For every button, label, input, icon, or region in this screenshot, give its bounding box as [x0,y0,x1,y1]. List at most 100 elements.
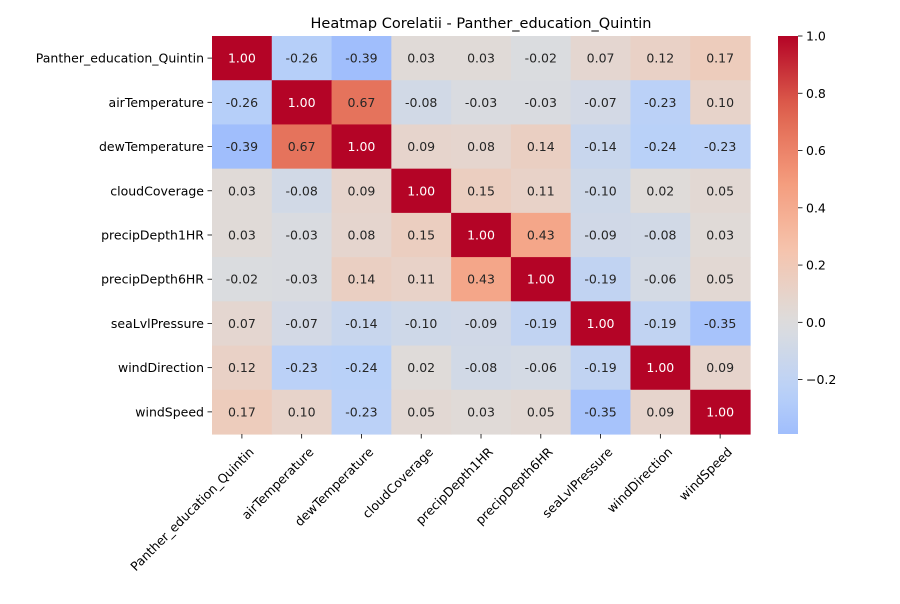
chart-title: Heatmap Corelatii - Panther_education_Qu… [311,16,652,32]
heatmap-cell [391,80,452,126]
cell-value-label: -0.26 [226,95,258,110]
heatmap-cell [630,257,691,302]
cell-value-label: 0.03 [228,183,256,198]
cell-value-label: -0.08 [405,95,437,110]
cell-value-label: -0.24 [345,360,377,375]
heatmap-cell [212,257,273,302]
cell-value-label: -0.19 [644,316,676,331]
heatmap-cell [510,124,572,170]
heatmap-cell [391,212,452,258]
heatmap-cell [510,168,572,214]
cell-value-label: -0.39 [345,51,377,66]
heatmap-cell [331,345,392,391]
cell-value-label: 0.03 [407,51,435,66]
cell-value-label: 0.67 [348,95,376,110]
cell-value-label: -0.08 [644,227,676,242]
cell-value-label: 0.12 [228,360,256,375]
heatmap-cell [391,168,452,214]
cell-value-label: 0.09 [407,139,435,154]
cell-value-label: 0.11 [527,183,555,198]
heatmap-cell [331,80,392,126]
colorbar-tick-label: 0.6 [806,143,826,158]
cell-value-label: -0.07 [584,95,616,110]
cell-value-label: 0.14 [527,139,555,154]
cell-value-label: -0.08 [285,183,317,198]
colorbar-tick-label: 1.0 [806,29,826,44]
heatmap-cell [271,301,333,347]
heatmap-cell [630,212,691,258]
cell-value-label: -0.35 [704,316,736,331]
colorbar-tick-label: 0.2 [806,258,826,273]
cell-value-label: 0.17 [228,404,256,419]
cell-value-label: -0.35 [584,404,616,419]
cell-value-label: -0.10 [405,316,437,331]
x-tick-label: Panther_education_Quintin [127,444,257,574]
y-tick-label: windSpeed [135,404,204,419]
cell-value-label: -0.02 [525,51,557,66]
heatmap-cell [391,301,452,347]
heatmap-cell [212,301,273,347]
cell-value-label: -0.03 [525,95,557,110]
cell-value-label: 0.08 [348,227,376,242]
cell-value-label: -0.24 [644,139,676,154]
heatmap-cells [212,36,751,435]
heatmap-cell [451,168,512,214]
cell-value-label: 0.11 [407,272,435,287]
cell-value-label: 0.43 [527,227,555,242]
heatmap-cell [391,257,452,302]
cell-value-label: 0.09 [706,360,734,375]
cell-value-label: 0.02 [646,183,674,198]
cell-value-label: -0.06 [525,360,557,375]
heatmap-cell [690,257,751,302]
heatmap-cell [630,389,691,435]
heatmap-cell [510,212,572,258]
heatmap-cell [570,80,632,126]
heatmap-cell [451,389,512,435]
heatmap-cell [630,80,691,126]
heatmap-cell [331,168,392,214]
heatmap-cell [451,124,512,170]
heatmap-cell [570,301,632,347]
heatmap-cell [212,124,273,170]
heatmap-cell [391,124,452,170]
cell-value-label: 0.12 [646,51,674,66]
cell-value-label: -0.19 [584,272,616,287]
cell-value-label: -0.23 [644,95,676,110]
heatmap-cell [271,212,333,258]
heatmap-cell [451,36,512,81]
heatmap-cell [570,345,632,391]
cell-value-label: 0.07 [587,51,615,66]
heatmap-cell [451,257,512,302]
cell-value-label: 1.00 [228,51,256,66]
heatmap-cell [690,80,751,126]
cell-value-label: 0.05 [407,404,435,419]
heatmap-cell [331,36,392,81]
heatmap-cell-labels: 1.00 -0.26 -0.39 0.03 0.03 -0.02 0.07 0.12 0.17 -… [226,51,737,420]
y-tick-label: dewTemperature [99,139,204,154]
heatmap-cell [271,345,333,391]
cell-value-label: 0.17 [706,51,734,66]
cell-value-label: -0.19 [525,316,557,331]
heatmap-cell [391,345,452,391]
heatmap-cell [212,389,273,435]
heatmap-cell [570,212,632,258]
cell-value-label: 1.00 [587,316,615,331]
heatmap-cell [212,345,273,391]
cell-value-label: 0.08 [467,139,495,154]
heatmap-cell [510,257,572,302]
colorbar: −0.2 0.0 0.2 0.4 0.6 0.8 1.0 [778,29,836,434]
heatmap-cell [331,212,392,258]
heatmap-cell [570,257,632,302]
cell-value-label: 0.10 [706,95,734,110]
heatmap-cell [690,212,751,258]
cell-value-label: 0.43 [467,272,495,287]
cell-value-label: -0.26 [285,51,317,66]
y-tick-label: precipDepth1HR [101,227,204,242]
heatmap-cell [212,168,273,214]
cell-value-label: -0.06 [644,272,676,287]
y-tick-label: Panther_education_Quintin [36,51,204,66]
heatmap-cell [451,212,512,258]
cell-value-label: 0.05 [706,272,734,287]
